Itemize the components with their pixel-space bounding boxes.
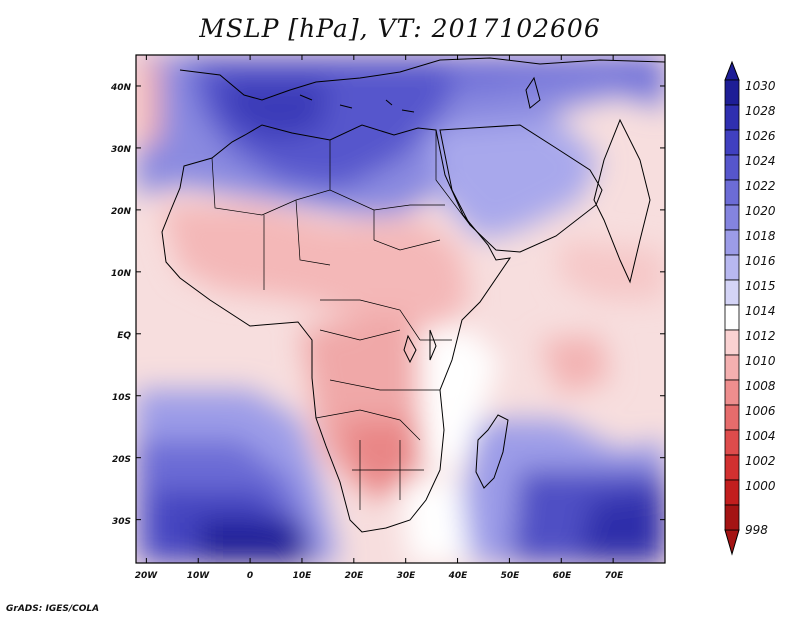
lon-label: 10W: [187, 571, 211, 581]
colorbar-swatch: [724, 479, 740, 506]
mediterranean-islands: [299, 94, 415, 113]
india-coastline: [593, 118, 651, 284]
caspian-lakes: [403, 76, 541, 364]
colorbar-label: 1006: [745, 404, 776, 418]
colorbar-swatch: [724, 154, 740, 181]
colorbar-swatch: [724, 379, 740, 406]
colorbar-swatch: [724, 129, 740, 156]
y-axis-labels: 40N 30N 20N 10N EQ 10S 20S 30S: [110, 83, 132, 527]
lat-label: 20S: [112, 455, 131, 465]
lat-label: 20N: [111, 207, 132, 217]
lon-label: 30E: [397, 571, 417, 581]
europe-coastline: [179, 57, 665, 101]
colorbar-swatch: [724, 104, 740, 131]
lat-label: 10S: [112, 393, 131, 403]
colorbar-label: 1008: [745, 379, 776, 393]
lon-label: 70E: [605, 571, 625, 581]
colorbar-label: 1030: [745, 79, 776, 93]
colorbar-swatch: [724, 404, 740, 431]
colorbar-swatch: [724, 429, 740, 456]
colorbar-label: 1018: [745, 229, 776, 243]
colorbar-swatch: [724, 254, 740, 281]
madagascar-coastline: [475, 414, 509, 489]
pressure-field: [136, 55, 665, 563]
arabia-coastline: [439, 124, 603, 253]
lon-label: 60E: [553, 571, 573, 581]
colorbar-bottom-arrow: [724, 529, 740, 556]
africa-coastline: [161, 124, 512, 533]
colorbar-label: 1000: [745, 479, 776, 493]
colorbar-label: 1028: [745, 104, 776, 118]
lon-label: 10E: [293, 571, 313, 581]
lat-label: 30S: [112, 517, 131, 527]
colorbar-label: 1004: [745, 429, 776, 443]
colorbar-swatch: [724, 229, 740, 256]
colorbar-top-arrow: [724, 60, 740, 81]
x-axis-labels: 20W 10W 0 10E 20E 30E 40E 50E 60E 70E: [135, 571, 624, 581]
lat-label: 30N: [111, 145, 132, 155]
colorbar-swatch: [724, 304, 740, 331]
map-frame: [135, 54, 666, 564]
map-title: MSLP [hPa], VT: 2017102606: [199, 14, 601, 43]
colorbar-label: 1026: [745, 129, 776, 143]
lat-label: 10N: [111, 269, 132, 279]
colorbar-label: 1012: [745, 329, 776, 343]
colorbar-swatch: [724, 204, 740, 231]
borders: [211, 130, 471, 510]
colorbar-swatch: [724, 504, 740, 531]
colorbar: 1030 1028 1026 1024 1022 1020 1018 1016 …: [724, 60, 776, 556]
lon-label: 20W: [135, 571, 159, 581]
lat-label: 40N: [110, 83, 132, 93]
lon-label: 50E: [501, 571, 521, 581]
lon-label: 20E: [345, 571, 365, 581]
colorbar-swatch: [724, 79, 740, 106]
colorbar-swatch: [724, 329, 740, 356]
colorbar-label: 1014: [745, 304, 776, 318]
colorbar-label: 1002: [745, 454, 776, 468]
axis-ticks: [136, 55, 665, 563]
colorbar-swatch: [724, 279, 740, 306]
colorbar-label: 1010: [745, 354, 776, 368]
colorbar-label: 1016: [745, 254, 776, 268]
lon-label: 40E: [448, 571, 469, 581]
colorbar-label: 1024: [745, 154, 776, 168]
colorbar-swatch: [724, 179, 740, 206]
credit-text: GrADS: IGES/COLA: [6, 604, 100, 614]
colorbar-label: 1022: [745, 179, 776, 193]
colorbar-label: 1015: [745, 279, 776, 293]
colorbar-swatch: [724, 454, 740, 481]
colorbar-label: 998: [745, 523, 768, 537]
colorbar-swatch: [724, 354, 740, 381]
colorbar-label: 1020: [745, 204, 776, 218]
coastlines: [161, 57, 665, 533]
lat-label: EQ: [117, 331, 131, 341]
lon-label: 0: [247, 571, 253, 581]
